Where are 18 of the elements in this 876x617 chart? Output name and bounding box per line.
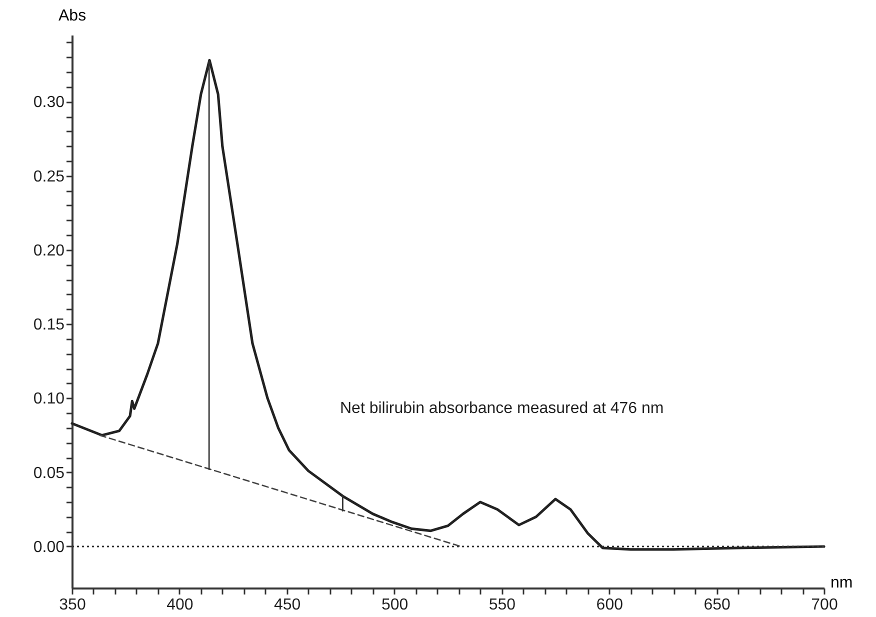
y-axis-title: Abs bbox=[58, 8, 86, 24]
x-tick-label: 600 bbox=[596, 596, 624, 614]
y-tick-label: 0.20 bbox=[33, 242, 65, 260]
x-tick-label: 400 bbox=[166, 596, 194, 614]
annotation: Net bilirubin absorbance measured at 476 nm bbox=[340, 400, 664, 417]
y-tick-label: 0.25 bbox=[33, 168, 65, 186]
y-tick-label: 0.00 bbox=[33, 538, 65, 556]
x-tick-label: 550 bbox=[488, 596, 516, 614]
x-tick-label: 500 bbox=[381, 596, 408, 614]
x-tick-label: 650 bbox=[704, 596, 731, 614]
x-tick-label: 450 bbox=[274, 596, 301, 614]
x-tick-label: 350 bbox=[59, 596, 86, 614]
x-axis-title: nm bbox=[830, 574, 853, 592]
y-tick-label: 0.05 bbox=[33, 464, 65, 482]
x-tick-label: 700 bbox=[811, 596, 838, 614]
y-tick-label: 0.10 bbox=[33, 390, 65, 408]
y-tick-label: 0.30 bbox=[33, 94, 65, 112]
y-tick-label: 0.15 bbox=[33, 316, 65, 334]
